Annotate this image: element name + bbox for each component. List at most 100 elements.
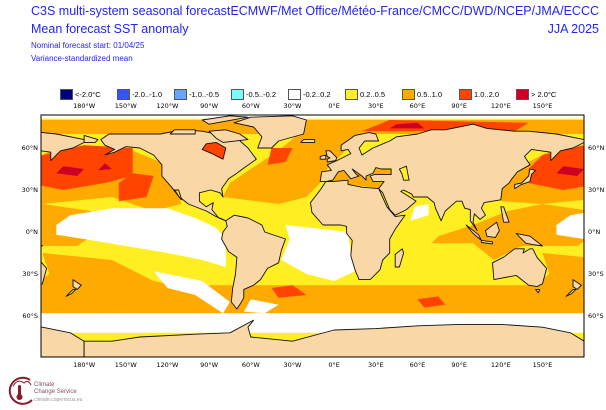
- legend-label: -0.2..0.2: [303, 90, 331, 99]
- warm-region-hudson-bay: [201, 141, 227, 160]
- forecast-period: JJA 2025: [547, 22, 599, 36]
- neutral-region-antarctic-band: [41, 313, 85, 333]
- neutral-region-arctic-top: [41, 115, 85, 119]
- warm-region-northeast-pacific: [118, 173, 154, 202]
- latitude-label-left: 60°S: [22, 312, 38, 320]
- land-baffin-island: [208, 129, 249, 143]
- land-new-guinea: [515, 232, 543, 247]
- land-antarctica: [83, 319, 584, 357]
- land-tasmania: [36, 289, 40, 293]
- latitude-label-left: 30°N: [22, 186, 39, 194]
- legend-item: > 2.0°C: [516, 89, 556, 100]
- anomaly-region-southern-ocean: [84, 285, 584, 314]
- legend-item: -0.5..-0.2: [231, 89, 276, 100]
- legend-label: > 2.0°C: [531, 90, 557, 99]
- neutral-region-tropical-pacific: [56, 208, 226, 267]
- legend-item: -1.0..-0.5: [174, 89, 219, 100]
- anomaly-region-arctic: [41, 120, 85, 134]
- hot-region-kara-sea: [389, 122, 425, 129]
- chart-title: C3S multi-system seasonal forecast: [31, 4, 231, 18]
- longitude-label-bottom: 120°E: [491, 361, 511, 369]
- longitude-label-top: 0°E: [328, 102, 340, 110]
- land-new-zealand-south: [565, 288, 577, 297]
- legend-swatch: [231, 89, 244, 100]
- land-philippines: [1, 207, 9, 222]
- land-iceland: [300, 139, 316, 143]
- logo-url[interactable]: climate.copernicus.eu: [34, 397, 83, 403]
- latitude-label-right: 0°N: [588, 228, 600, 236]
- latitude-label-left: 30°S: [22, 270, 38, 278]
- legend-item: -0.2..0.2: [288, 89, 331, 100]
- logo-line1: Climate: [34, 382, 55, 388]
- longitude-label-top: 30°E: [368, 102, 384, 110]
- hot-region-gulf-of-alaska: [98, 163, 112, 171]
- legend-swatch: [288, 89, 301, 100]
- land-greenland: [233, 115, 307, 149]
- neutral-region-arabian-sea: [410, 204, 429, 221]
- logo-line2: Change Service: [34, 389, 77, 395]
- legend-label: -2.0..-1.0: [132, 90, 163, 99]
- anomaly-region-mediterranean: [327, 169, 385, 189]
- legend-swatch: [117, 89, 130, 100]
- latitude-label-right: 30°N: [588, 186, 605, 194]
- legend-swatch: [60, 89, 73, 100]
- legend-item: 0.2..0.5: [345, 89, 385, 100]
- legend-label: <-2.0°C: [75, 90, 101, 99]
- neutral-region-drake: [243, 299, 279, 314]
- legend-swatch: [459, 89, 472, 100]
- map-frame: [40, 114, 585, 358]
- hot-region-gulf-of-alaska: [598, 163, 606, 170]
- longitude-label-bottom: 150°W: [115, 361, 138, 369]
- longitude-label-top: 150°E: [533, 102, 553, 110]
- longitude-label-bottom: 60°E: [410, 361, 426, 369]
- legend-label: -0.5..-0.2: [246, 90, 277, 99]
- land-tasmania: [535, 288, 541, 294]
- land-eurasia: [319, 123, 584, 232]
- warm-region-barents-kara: [0, 120, 29, 131]
- longitude-label-bottom: 30°E: [368, 361, 384, 369]
- latitude-label-right: 60°N: [588, 144, 605, 152]
- longitude-label-top: 120°W: [156, 102, 179, 110]
- legend-item: <-2.0°C: [60, 89, 101, 100]
- anomaly-region-southern-ocean: [41, 285, 85, 314]
- latitude-label-left: 0°N: [26, 228, 38, 236]
- land-ellesmere-island: [201, 115, 249, 125]
- centres-list: ECMWF/Met Office/Météo-France/CMCC/DWD/N…: [230, 4, 599, 18]
- land-japan: [514, 168, 536, 190]
- legend-label: 0.5..1.0: [417, 90, 443, 99]
- hot-region-north-pacific: [56, 166, 85, 176]
- legend-swatch: [174, 89, 187, 100]
- land-new-zealand-north: [72, 279, 82, 290]
- longitude-label-bottom: 90°E: [451, 361, 467, 369]
- longitude-label-bottom: 30°W: [283, 361, 302, 369]
- land-eurasia: [41, 132, 85, 162]
- anomaly-region-north-atlantic: [223, 122, 362, 204]
- legend-label: 1.0..2.0: [474, 90, 500, 99]
- longitude-label-top: 120°E: [491, 102, 511, 110]
- longitude-label-bottom: 60°W: [242, 361, 261, 369]
- legend-swatch: [345, 89, 358, 100]
- warm-region-north-pacific: [41, 145, 133, 190]
- legend-item: 0.5..1.0: [402, 89, 442, 100]
- land-africa: [310, 179, 406, 281]
- land-australia: [41, 261, 48, 286]
- longitude-label-top: 90°E: [451, 102, 467, 110]
- neutral-region-tropical-pacific: [556, 212, 584, 239]
- land-new-zealand-north: [572, 279, 582, 290]
- anomaly-region-indo-pacific: [431, 204, 584, 260]
- legend-label: -1.0..-0.5: [189, 90, 220, 99]
- latitude-label-right: 60°S: [588, 312, 604, 320]
- land-great-britain: [325, 150, 338, 163]
- longitude-label-bottom: 180°W: [73, 361, 96, 369]
- method-note: Variance-standardized mean: [31, 54, 133, 63]
- latitude-label-left: 60°N: [22, 144, 39, 152]
- land-java: [480, 239, 493, 245]
- land-australia: [492, 248, 548, 288]
- land-antarctica: [41, 326, 85, 357]
- longitude-label-top: 180°W: [73, 102, 96, 110]
- legend-item: -2.0..-1.0: [117, 89, 162, 100]
- legend-label: 0.2..0.5: [360, 90, 386, 99]
- caspian-sea: [398, 165, 410, 181]
